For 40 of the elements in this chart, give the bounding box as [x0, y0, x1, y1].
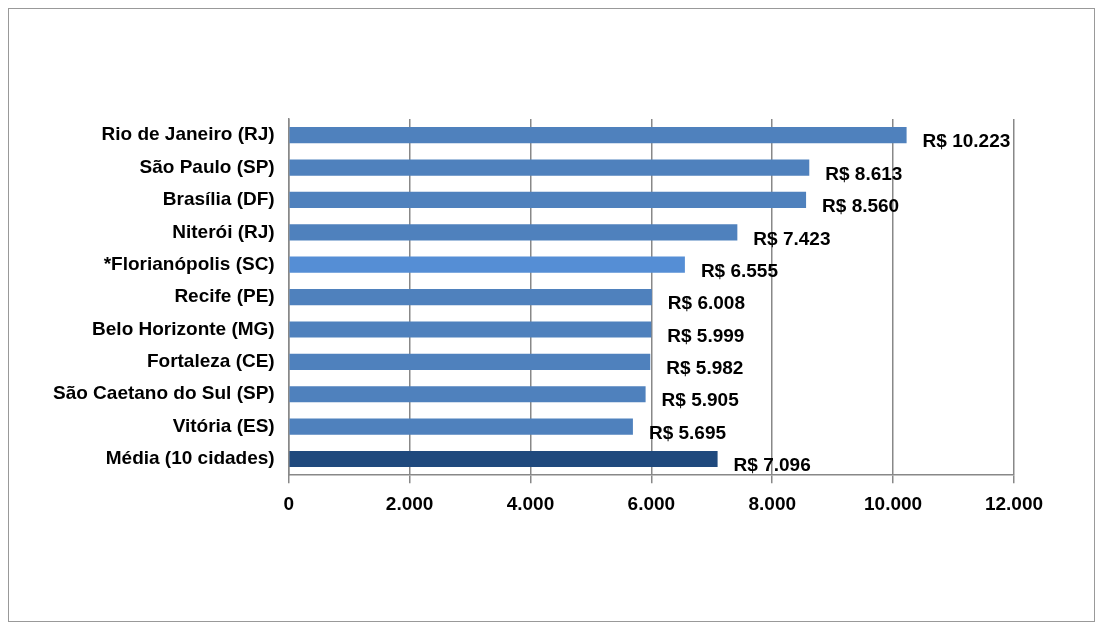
x-tick-label: 10.000 [864, 492, 923, 514]
x-tick-label: 0 [283, 492, 294, 514]
y-tick-label: Rio de Janeiro (RJ) [101, 123, 275, 145]
data-label: R$ 5.905 [661, 389, 740, 411]
y-tick-label: São Caetano do Sul (SP) [52, 382, 275, 404]
bar [289, 127, 907, 144]
y-tick-label: Recife (PE) [174, 285, 275, 307]
data-label: R$ 8.560 [822, 195, 900, 217]
bar [289, 191, 807, 209]
data-label: R$ 8.613 [825, 162, 903, 184]
bar [289, 159, 810, 176]
y-tick-label: Niterói (RJ) [172, 220, 275, 242]
x-tick-label: 8.000 [748, 492, 796, 514]
x-tick-label: 4.000 [506, 492, 555, 514]
bar [289, 386, 646, 403]
x-tick-label: 12.000 [984, 492, 1044, 514]
bar [289, 450, 718, 468]
data-label: R$ 6.008 [667, 292, 745, 314]
y-tick-label: *Florianópolis (SC) [103, 252, 275, 274]
data-label: R$ 7.096 [733, 454, 811, 476]
data-label: R$ 10.223 [922, 130, 1011, 152]
x-tick-label: 2.000 [385, 492, 434, 514]
y-tick-label: Fortaleza (CE) [146, 350, 275, 372]
data-label: R$ 6.555 [700, 259, 779, 281]
bar [289, 321, 652, 338]
bar [289, 353, 651, 370]
x-tick-label: 6.000 [627, 492, 676, 514]
data-label: R$ 5.982 [666, 357, 744, 379]
data-label: R$ 5.695 [648, 421, 727, 443]
y-tick-label: Brasília (DF) [162, 188, 275, 210]
bar [289, 224, 738, 241]
y-tick-label: Média (10 cidades) [105, 447, 275, 469]
y-tick-label: Belo Horizonte (MG) [92, 317, 275, 339]
y-tick-label: Vitória (ES) [172, 414, 275, 436]
y-tick-label: São Paulo (SP) [139, 155, 275, 177]
bar [289, 418, 633, 435]
data-label: R$ 5.999 [667, 324, 745, 346]
data-label: R$ 7.423 [753, 227, 831, 249]
bar [289, 256, 685, 273]
bar [289, 289, 652, 306]
